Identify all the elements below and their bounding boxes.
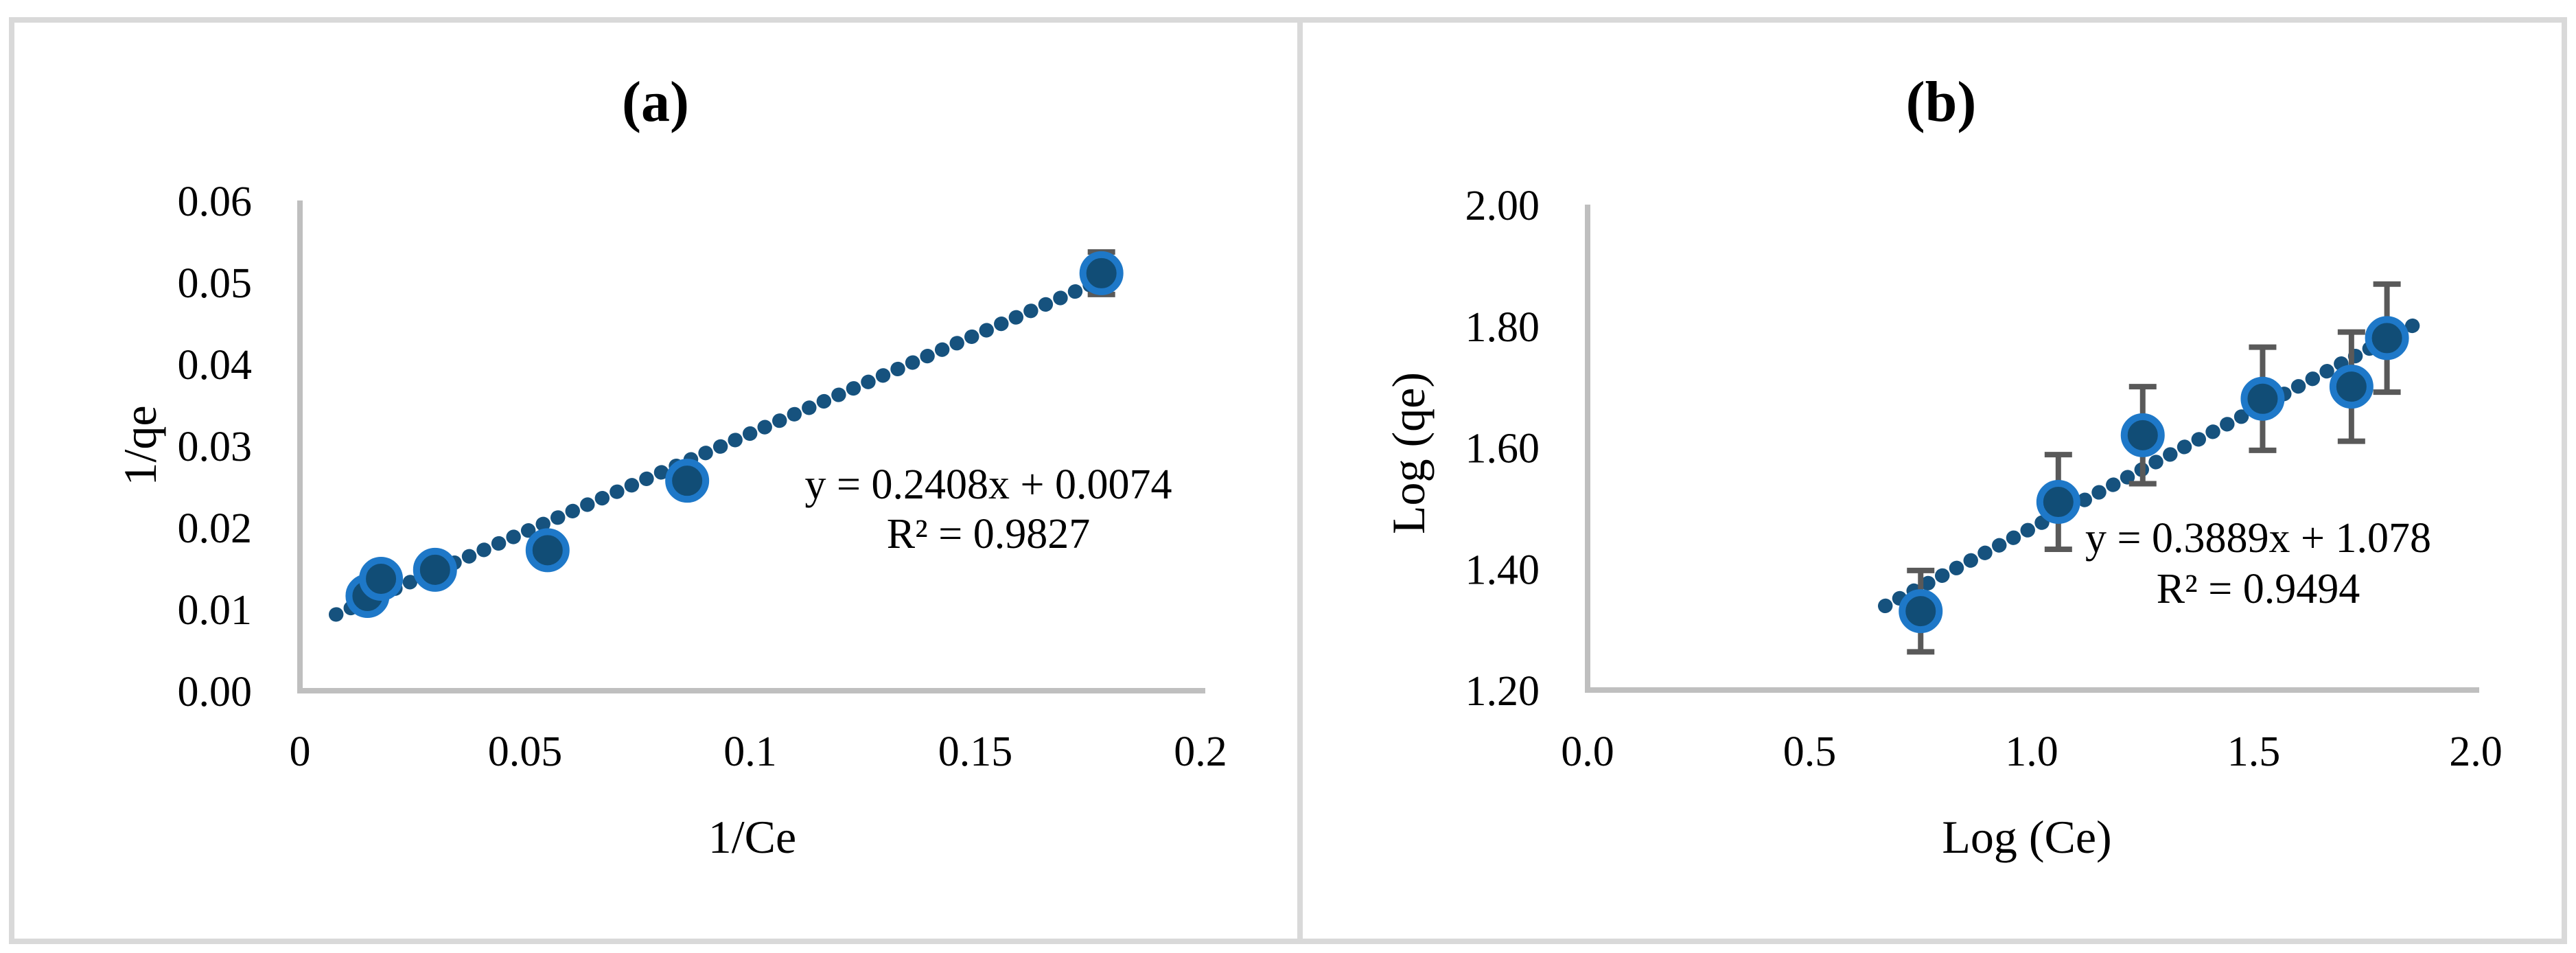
trendline-equation: y = 0.3889x + 1.078 — [2085, 515, 2431, 562]
x-axis-title: 1/Ce — [708, 811, 796, 863]
data-point — [525, 528, 570, 573]
y-axis-title: Log (qe) — [1382, 372, 1435, 534]
x-tick-label: 0.0 — [1561, 728, 1614, 775]
panel-title: (a) — [622, 70, 689, 134]
data-point — [1079, 251, 1124, 295]
y-tick-label: 0.05 — [178, 260, 253, 307]
x-tick-label: 0.1 — [723, 728, 777, 775]
data-point — [359, 556, 404, 601]
x-tick-label: 1.0 — [2005, 728, 2058, 775]
x-axis-title: Log (Ce) — [1942, 811, 2111, 863]
data-point — [2329, 365, 2374, 409]
y-axis-title: 1/qe — [114, 405, 166, 485]
data-point — [2365, 316, 2409, 360]
y-tick-label: 2.00 — [1465, 183, 1540, 229]
chart-panel-b: 1.20 1.40 1.60 1.80 2.00 0.0 0.5 1.0 1.5 2.0 Log (… — [1382, 70, 2503, 863]
x-tick-label: 0.15 — [938, 728, 1013, 775]
y-tick-label: 0.00 — [178, 669, 253, 715]
r-squared-label: R² = 0.9494 — [2157, 566, 2360, 612]
y-tick-label: 0.04 — [178, 342, 253, 389]
y-tick-label: 0.06 — [178, 179, 253, 225]
x-tick-label: 2.0 — [2449, 728, 2503, 775]
y-tick-label: 0.03 — [178, 424, 253, 470]
trendline — [1877, 313, 2430, 614]
data-point — [413, 547, 457, 592]
y-tick-label: 0.02 — [178, 505, 253, 552]
data-point — [2036, 480, 2080, 525]
x-tick-label: 0.05 — [488, 728, 563, 775]
y-tick-label: 1.40 — [1465, 547, 1540, 593]
y-tick-label: 1.80 — [1465, 304, 1540, 351]
x-tick-label: 0 — [290, 728, 311, 775]
trendline — [328, 277, 1100, 622]
data-point — [2240, 376, 2285, 421]
data-point — [665, 459, 710, 503]
y-tick-label: 1.20 — [1465, 668, 1540, 715]
panel-divider — [1297, 23, 1303, 939]
data-point — [1899, 589, 1943, 634]
y-tick-label: 1.60 — [1465, 426, 1540, 472]
figure-border — [9, 17, 2567, 944]
data-point — [2120, 413, 2165, 457]
y-tick-label: 0.01 — [178, 587, 253, 634]
x-tick-label: 0.5 — [1783, 728, 1837, 775]
r-squared-label: R² = 0.9827 — [887, 511, 1090, 558]
x-tick-label: 1.5 — [2227, 728, 2281, 775]
panel-title: (b) — [1906, 70, 1977, 134]
x-tick-label: 0.2 — [1174, 728, 1227, 775]
chart-panel-a: 0.00 0.01 0.02 0.03 0.04 0.05 0.06 0 0.05 0.1 0.15… — [114, 70, 1227, 863]
trendline-equation: y = 0.2408x + 0.0074 — [805, 461, 1172, 508]
